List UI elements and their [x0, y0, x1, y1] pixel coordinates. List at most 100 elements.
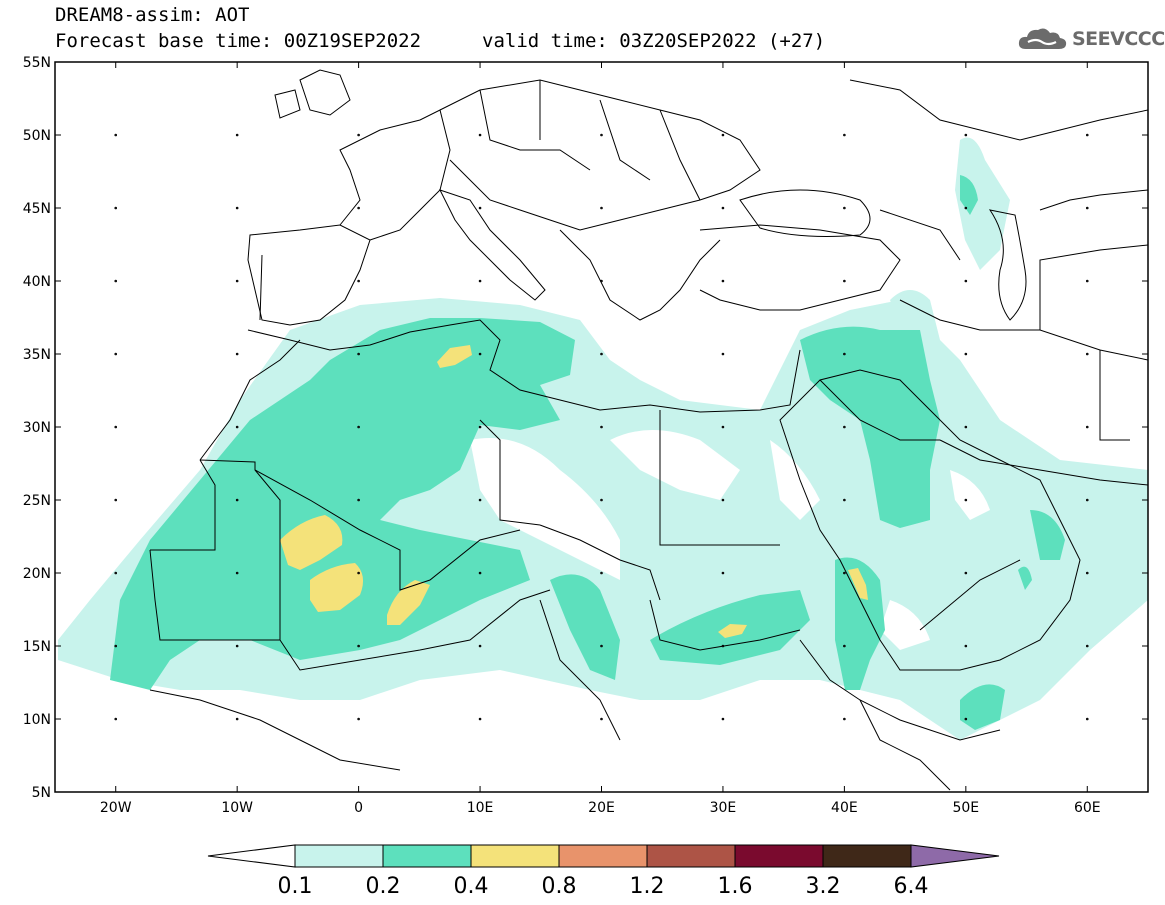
grid-dot: [721, 352, 725, 356]
grid-dot: [600, 352, 603, 356]
grid-dot: [114, 133, 118, 137]
grid-dot: [114, 279, 118, 283]
cloud-icon: [1018, 28, 1067, 49]
grid-dot: [721, 571, 725, 575]
grid-dot: [600, 644, 603, 648]
grid-dot: [478, 498, 482, 502]
lat-label: 20N: [23, 566, 51, 582]
grid-dot: [235, 717, 239, 721]
aot-contour-02: [110, 175, 1065, 730]
legend-level-label: 3.2: [806, 874, 841, 899]
lat-label: 10N: [23, 712, 51, 728]
grid-dot: [964, 571, 968, 575]
grid-dot: [235, 644, 239, 648]
axis-ticks: [55, 61, 1148, 793]
grid-dot: [235, 498, 239, 502]
grid-dot: [600, 133, 603, 137]
grid-dot: [478, 644, 482, 648]
grid-dot: [235, 352, 239, 356]
lat-label: 45N: [23, 201, 51, 217]
grid-dot: [843, 717, 846, 721]
grid-dot: [235, 279, 239, 283]
grid-dot: [843, 571, 846, 575]
valid-time: valid time: 03Z20SEP2022 (+27): [482, 30, 826, 52]
legend-level-label: 0.2: [366, 874, 401, 899]
legend-swatch: [734, 844, 824, 868]
lat-label: 15N: [23, 639, 51, 655]
legend-swatch: [558, 844, 648, 868]
grid-dot: [478, 425, 482, 429]
lat-label: 5N: [32, 785, 51, 801]
grid-dot: [721, 206, 725, 210]
grid-dot: [357, 717, 360, 721]
grid-dot: [1085, 571, 1089, 575]
grid-dot: [357, 571, 360, 575]
grid-dot: [357, 644, 360, 648]
color-legend: 0.1 0.2 0.4 0.8 1.2 1.6 3.2 6.4: [207, 844, 1000, 899]
grid-dot: [1085, 644, 1089, 648]
legend-swatch: [646, 844, 736, 868]
legend-level-label: 1.6: [718, 874, 753, 899]
grid-dot: [964, 206, 968, 210]
grid-dot: [235, 425, 239, 429]
longitude-labels: 20W 10W 0 10E 20E 30E 40E 50E 60E: [100, 800, 1101, 816]
grid-dot: [357, 425, 360, 429]
lat-label: 55N: [23, 55, 51, 71]
lon-label: 60E: [1074, 800, 1101, 816]
grid-dot: [1085, 279, 1089, 283]
grid-dot: [114, 717, 118, 721]
grid-dot: [357, 133, 360, 137]
lat-label: 50N: [23, 128, 51, 144]
lon-label: 20W: [100, 800, 132, 816]
grid-dot: [721, 644, 725, 648]
legend-level-label: 6.4: [894, 874, 929, 899]
legend-level-label: 0.8: [542, 874, 577, 899]
grid-dot: [114, 206, 118, 210]
legend-swatch: [382, 844, 472, 868]
grid-dot: [114, 498, 118, 502]
grid-dot: [235, 133, 239, 137]
grid-dot: [478, 133, 482, 137]
grid-dot: [357, 352, 360, 356]
grid-dot: [478, 206, 482, 210]
legend-swatch: [294, 844, 384, 868]
grid-dot: [964, 425, 968, 429]
lon-label: 30E: [710, 800, 737, 816]
grid-dot: [843, 425, 846, 429]
seevccc-logo: SEEVCCC: [1016, 23, 1165, 55]
grid-dot: [235, 206, 239, 210]
lon-label: 10W: [221, 800, 253, 816]
grid-dot: [600, 206, 603, 210]
grid-dot: [357, 279, 360, 283]
grid-dot: [114, 425, 118, 429]
grid-dot: [843, 206, 846, 210]
legend-arrow-high: [910, 844, 1000, 868]
grid-dot: [721, 279, 725, 283]
grid-dot: [357, 498, 360, 502]
grid-dot: [964, 644, 968, 648]
grid-dot: [843, 133, 846, 137]
grid-dot: [721, 133, 725, 137]
lat-label: 35N: [23, 347, 51, 363]
grid-dot: [843, 352, 846, 356]
grid-dot: [843, 498, 846, 502]
grid-dot: [478, 571, 482, 575]
grid-dot: [478, 717, 482, 721]
legend-swatch: [470, 844, 560, 868]
grid-dot: [721, 498, 725, 502]
grid-dot: [235, 571, 239, 575]
lon-label: 10E: [467, 800, 494, 816]
grid-dot: [843, 644, 846, 648]
grid-dot: [721, 717, 725, 721]
legend-level-label: 0.4: [454, 874, 489, 899]
grid-dot: [600, 279, 603, 283]
grid-dot: [357, 206, 360, 210]
logo-text: SEEVCCC: [1072, 28, 1165, 50]
grid-dot: [1085, 206, 1089, 210]
legend-swatch: [822, 844, 912, 868]
grid-ticks: [114, 133, 1089, 721]
grid-dot: [114, 571, 118, 575]
grid-dot: [1085, 133, 1089, 137]
legend-level-label: 0.1: [278, 874, 313, 899]
grid-dot: [843, 279, 846, 283]
